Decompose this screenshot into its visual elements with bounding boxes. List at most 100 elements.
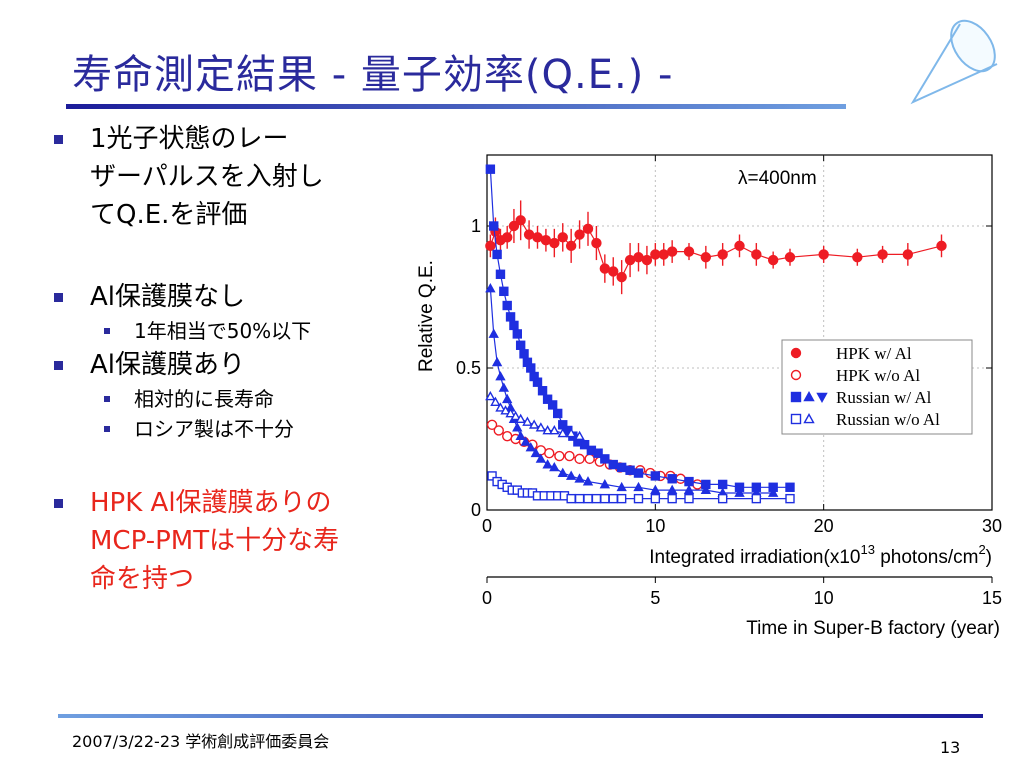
data-point: [542, 459, 553, 469]
data-point: [535, 422, 547, 432]
data-point: [877, 249, 888, 260]
data-point: [508, 220, 520, 232]
secondary-tick-label: 10: [814, 588, 834, 608]
data-point: [667, 474, 677, 484]
data-point: [512, 329, 523, 339]
data-point: [633, 252, 644, 263]
data-point: [549, 425, 560, 435]
data-point: [608, 493, 618, 504]
data-point: [495, 269, 506, 279]
data-point: [491, 356, 503, 367]
data-point: [633, 481, 644, 492]
data-point: [505, 312, 516, 322]
data-point: [675, 473, 686, 484]
data-point: [666, 246, 678, 257]
series-3: [485, 283, 779, 497]
data-point: [700, 484, 712, 495]
bullet-text-line: Al保護膜あり: [90, 350, 246, 380]
data-point: [544, 448, 555, 459]
bullet-text-line: てQ.E.を評価: [90, 200, 248, 230]
data-point: [565, 427, 577, 438]
data-point: [502, 393, 513, 404]
data-point: [485, 240, 496, 252]
data-point: [535, 453, 547, 463]
data-point: [526, 363, 536, 373]
secondary-tick-label: 0: [482, 588, 492, 608]
bullet-qe-method: 1光子状態のレー ザーパルスを入射し てQ.E.を評価: [52, 120, 402, 234]
data-point: [751, 249, 762, 260]
legend-symbol: [803, 391, 815, 402]
data-point: [515, 430, 526, 441]
data-point: [519, 349, 529, 359]
data-point: [574, 229, 585, 240]
wavelength-annotation: λ=400nm: [738, 168, 817, 189]
data-point: [684, 493, 694, 504]
data-point: [700, 252, 712, 263]
data-point: [500, 405, 511, 415]
data-point: [633, 493, 644, 504]
series-4: [487, 471, 795, 504]
data-point: [667, 493, 677, 504]
data-point: [608, 459, 618, 470]
data-point: [498, 382, 510, 392]
data-point: [493, 425, 504, 436]
x-tick-label: 20: [814, 516, 834, 536]
data-point: [574, 430, 585, 441]
data-point: [523, 229, 535, 240]
bullet-text-line: Al保護膜なし: [90, 282, 246, 312]
data-point: [542, 394, 553, 404]
data-point: [520, 436, 531, 446]
data-point: [599, 478, 611, 489]
data-point: [633, 468, 644, 478]
data-point: [591, 237, 602, 249]
sub-bullet-text: 相対的に長寿命: [134, 387, 274, 411]
legend-symbol: [790, 369, 802, 381]
data-point: [495, 402, 506, 412]
data-point: [624, 254, 636, 266]
page-number: 13: [940, 738, 961, 757]
bullet-with-al: Al保護膜あり: [52, 346, 402, 384]
cone-decoration-icon: [910, 19, 998, 105]
data-point: [599, 263, 611, 274]
data-point: [625, 465, 635, 475]
x-tick-label: 0: [482, 516, 492, 536]
x-tick-label: 30: [982, 516, 1002, 536]
series-line: [489, 219, 942, 278]
series-layer: [485, 164, 947, 504]
data-point: [488, 328, 499, 338]
data-point: [574, 493, 585, 504]
secondary-tick-label: 5: [650, 588, 660, 608]
data-point: [532, 377, 543, 387]
data-point: [549, 461, 560, 472]
chart-legend: HPK w/ Al HPK w/o Al Russian w/ Al Russian …: [781, 339, 973, 435]
data-point: [852, 252, 863, 263]
data-point: [532, 232, 543, 243]
data-point: [785, 493, 795, 504]
data-point: [565, 240, 577, 252]
legend-symbol: [790, 391, 802, 403]
data-point: [515, 340, 526, 350]
data-point: [542, 425, 553, 435]
data-point: [487, 471, 497, 481]
data-point: [785, 482, 795, 492]
data-point: [684, 476, 694, 487]
y-axis-label: Relative Q.E.: [416, 260, 437, 372]
data-point: [537, 386, 548, 396]
data-point: [717, 479, 728, 490]
secondary-axis-ticks: 0 5 10 15: [482, 577, 1002, 608]
data-point: [547, 400, 558, 410]
data-point: [574, 453, 585, 465]
x-axis-label: Integrated irradiation(x1013 photons/cm2…: [649, 542, 992, 568]
data-point: [616, 493, 627, 504]
data-point: [557, 232, 568, 243]
bullet-conclusion: HPK Al保護膜ありの MCP-PMTは十分な寿 命を持つ: [52, 484, 402, 598]
data-point: [784, 252, 796, 263]
data-point: [566, 493, 576, 504]
legend-label: HPK w/o Al: [836, 366, 920, 385]
bullet-text-line: ザーパルスを入射し: [90, 162, 324, 192]
qe-lifetime-chart: 00.510 10 20 30 λ=400nm Relative Q.E. Integ…: [416, 154, 1002, 639]
data-point: [515, 215, 526, 226]
title-underline: [66, 104, 846, 109]
data-point: [818, 249, 829, 260]
data-point: [902, 249, 914, 260]
